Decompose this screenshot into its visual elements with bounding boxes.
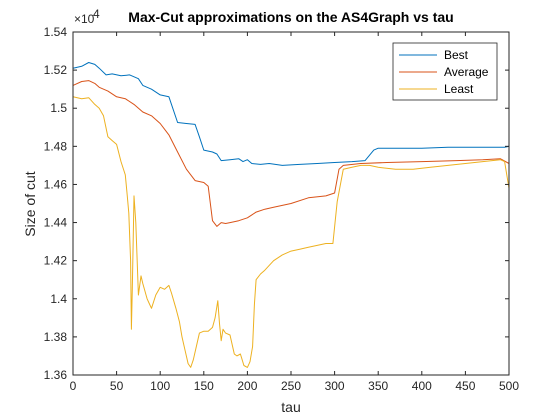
chart-title: Max-Cut approximations on the AS4Graph v… — [128, 9, 453, 25]
series-line-average — [72, 80, 510, 227]
x-tick-label: 400 — [412, 379, 432, 393]
y-tick-label: 1.46 — [44, 177, 68, 191]
x-tick-label: 200 — [237, 379, 257, 393]
x-tick-label: 350 — [368, 379, 388, 393]
y-tick-label: 1.48 — [44, 139, 68, 153]
y-tick-label: 1.52 — [44, 63, 68, 77]
x-axis-label: tau — [281, 399, 300, 415]
legend-label-best: Best — [444, 48, 469, 62]
legend-label-least: Least — [444, 82, 474, 96]
x-tick-label: 450 — [455, 379, 475, 393]
x-tick-label: 100 — [150, 379, 170, 393]
y-tick-label: 1.44 — [44, 216, 68, 230]
y-axis-label: Size of cut — [22, 171, 38, 236]
x-tick-label: 250 — [281, 379, 301, 393]
series-line-best — [72, 62, 510, 166]
legend: Best Average Least — [392, 42, 498, 101]
y-exponent-power: 4 — [93, 7, 100, 21]
y-tick-label: 1.4 — [50, 292, 67, 306]
series-line-least — [72, 96, 510, 368]
x-ticks: 0 50 100 150 200 250 300 350 400 450 500 — [70, 32, 519, 393]
y-tick-label: 1.38 — [44, 330, 68, 344]
y-tick-label: 1.42 — [44, 254, 68, 268]
x-tick-label: 50 — [110, 379, 124, 393]
x-tick-label: 150 — [194, 379, 214, 393]
x-tick-label: 500 — [499, 379, 519, 393]
legend-label-average: Average — [444, 65, 489, 79]
x-tick-label: 0 — [70, 379, 77, 393]
y-exponent-base: ×10 — [74, 12, 95, 26]
y-ticks: 1.36 1.38 1.4 1.42 1.44 1.46 1.48 1.5 1.52 1.54 — [44, 25, 509, 382]
x-tick-label: 300 — [325, 379, 345, 393]
y-tick-label: 1.54 — [44, 25, 68, 39]
y-tick-label: 1.36 — [44, 368, 68, 382]
series-layer — [72, 62, 510, 368]
y-tick-label: 1.5 — [50, 101, 67, 115]
